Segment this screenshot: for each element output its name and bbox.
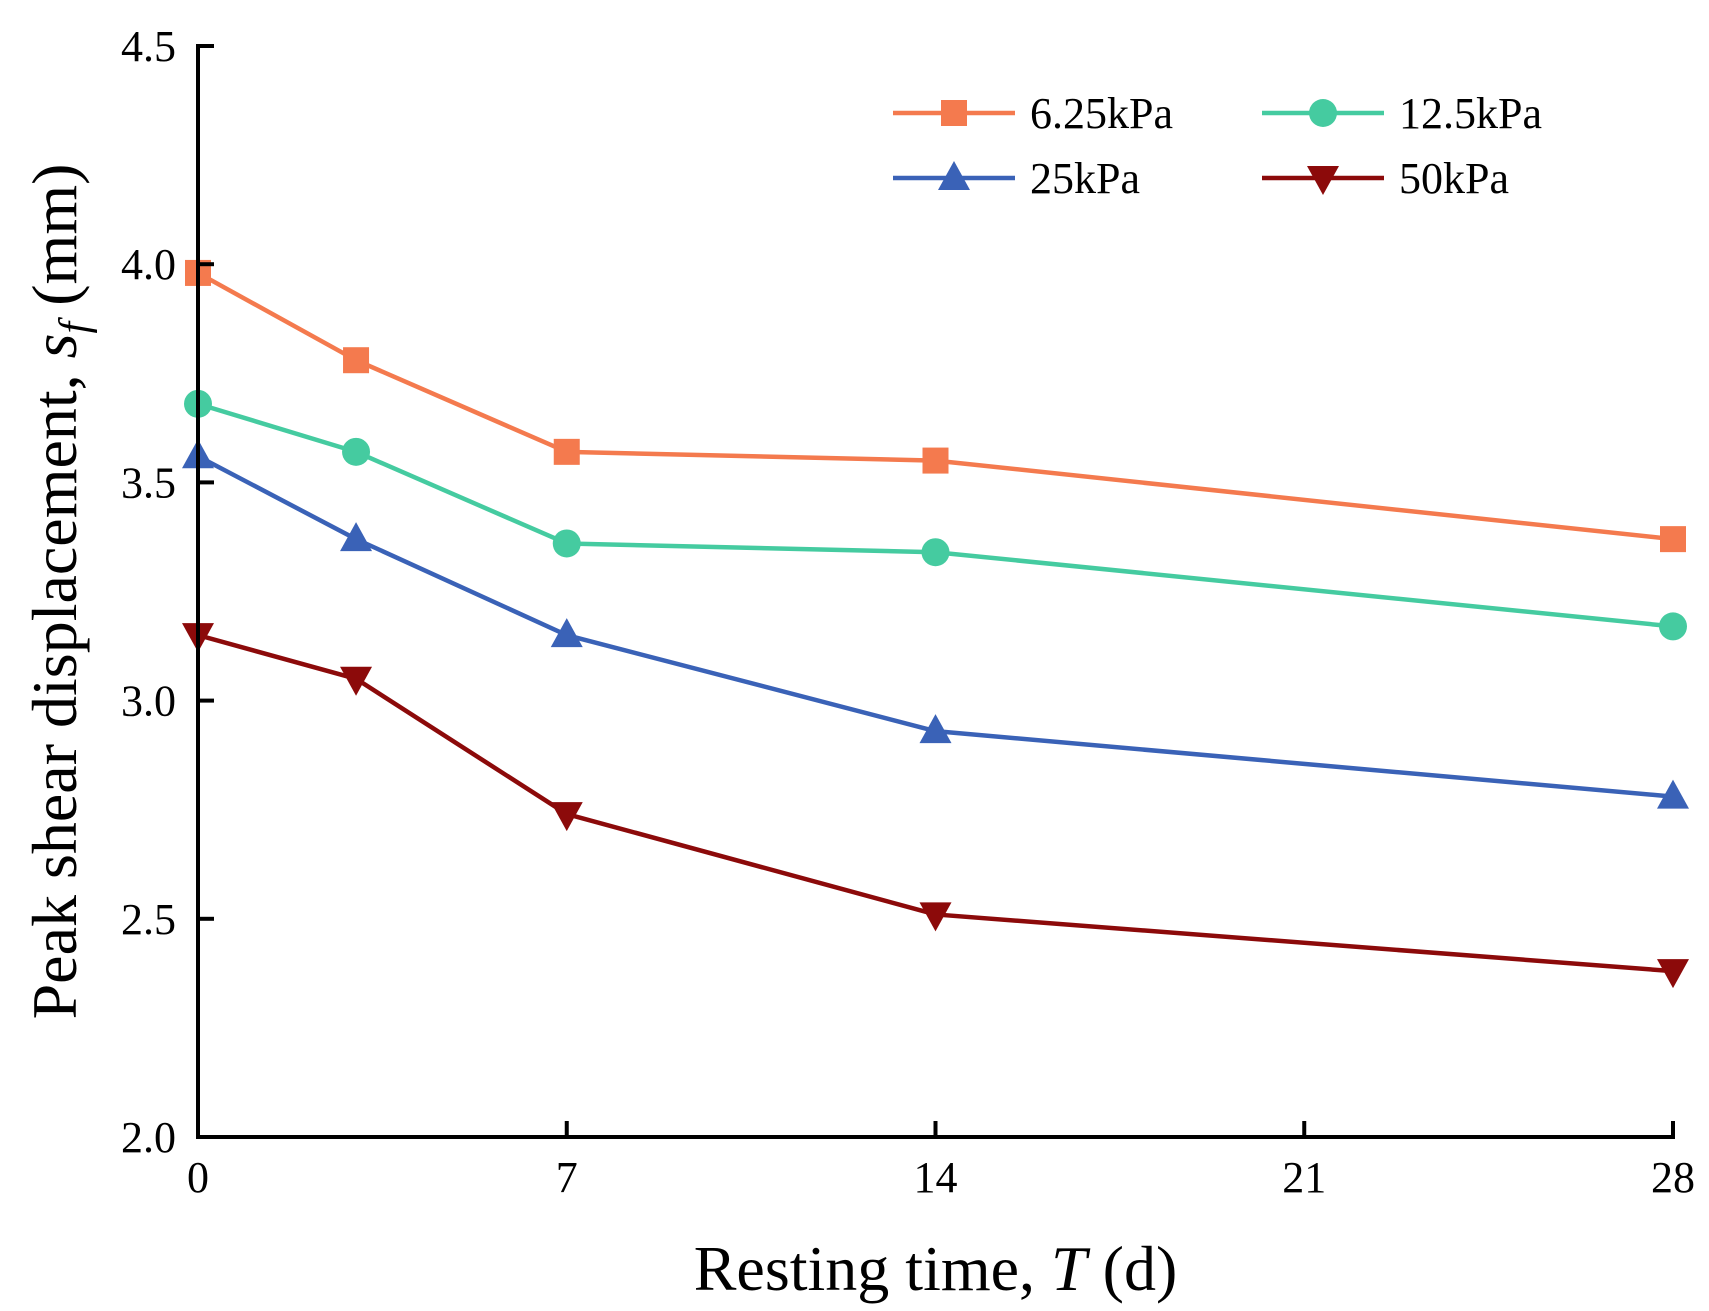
legend-item-50kPa: 50kPa (1262, 154, 1509, 203)
data-point-25kPa-3 (340, 522, 373, 552)
series-6.25kPa (185, 259, 1686, 553)
legend-label: 12.5kPa (1399, 89, 1542, 138)
plot-marks (182, 259, 1689, 989)
y-tick-label: 3.5 (121, 458, 176, 507)
data-point-6.25kPa-7 (553, 438, 580, 465)
legend-marker (938, 161, 970, 190)
series-12.5kPa (184, 389, 1687, 641)
legend-label: 25kPa (1030, 154, 1140, 203)
data-point-12.5kPa-28 (1659, 612, 1687, 641)
data-point-50kPa-28 (1657, 959, 1689, 989)
data-point-6.25kPa-14 (922, 447, 949, 474)
legend-item-6.25kPa: 6.25kPa (893, 89, 1173, 138)
data-point-25kPa-28 (1657, 779, 1689, 809)
legend-label: 6.25kPa (1030, 89, 1173, 138)
data-point-50kPa-3 (340, 666, 373, 696)
legend-label: 50kPa (1399, 154, 1509, 203)
y-tick-label: 4.5 (121, 22, 176, 71)
axes: 0 7 14 21 28 2.0 2.5 3.0 3.5 4.0 4.5 (121, 22, 1695, 1202)
legend-item-12.5kPa: 12.5kPa (1262, 89, 1542, 138)
data-point-50kPa-14 (919, 902, 952, 932)
series-line-6.25kPa (196, 270, 1674, 542)
data-point-25kPa-7 (550, 618, 583, 648)
data-point-50kPa-7 (550, 802, 583, 832)
x-axis-title: Resting time, T (d) (694, 1233, 1178, 1304)
series-50kPa (182, 623, 1689, 989)
x-tick-label: 21 (1282, 1153, 1326, 1202)
legend-marker (1309, 99, 1337, 127)
data-point-12.5kPa-7 (552, 529, 581, 558)
legend-marker (941, 100, 967, 126)
data-point-12.5kPa-3 (342, 437, 371, 466)
x-tick-label: 14 (914, 1153, 958, 1202)
y-axis-title: Peak shear displacement, sf (mm) (19, 164, 98, 1020)
series-25kPa (182, 439, 1689, 809)
y-tick-label: 3.0 (121, 677, 176, 726)
y-tick-label: 2.5 (121, 895, 176, 944)
legend-marker (1307, 166, 1339, 195)
data-point-6.25kPa-3 (343, 347, 370, 374)
x-tick-label: 0 (187, 1153, 209, 1202)
series-line-25kPa (196, 454, 1674, 799)
y-tick-label: 4.0 (121, 240, 176, 289)
data-point-25kPa-14 (919, 714, 952, 744)
x-tick-label: 28 (1651, 1153, 1695, 1202)
data-point-12.5kPa-14 (921, 538, 950, 567)
x-tick-label: 7 (556, 1153, 578, 1202)
data-point-6.25kPa-28 (1660, 526, 1686, 553)
legend-item-25kPa: 25kPa (893, 154, 1140, 203)
y-tick-label: 2.0 (121, 1113, 176, 1162)
legend: 6.25kPa 12.5kPa 25kPa 50kPa (893, 89, 1542, 203)
